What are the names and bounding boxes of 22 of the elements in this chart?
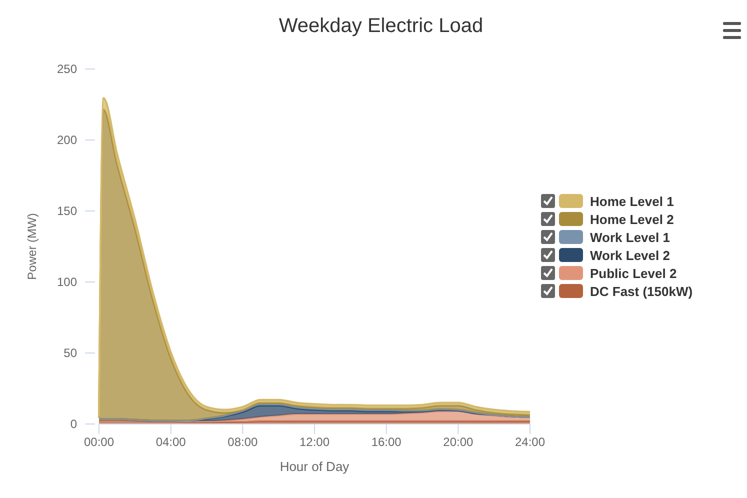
legend-label: Work Level 2 — [590, 248, 670, 263]
x-tick-label: 04:00 — [156, 435, 186, 449]
legend-label: Work Level 1 — [590, 230, 670, 245]
x-tick-label: 24:00 — [514, 435, 546, 449]
y-tick-label: 150 — [56, 204, 78, 218]
y-tick-label: 50 — [64, 346, 78, 360]
y-tick-label: 250 — [56, 62, 78, 76]
y-tick-label: 100 — [56, 275, 78, 289]
y-tick-label: 0 — [70, 417, 78, 431]
legend-label: DC Fast (150kW) — [590, 284, 693, 299]
x-tick-label: 00:00 — [84, 435, 114, 449]
y-tick-label: 200 — [56, 133, 78, 147]
legend-label: Home Level 1 — [590, 194, 674, 209]
chart-title: Weekday Electric Load — [278, 15, 484, 37]
x-axis-title: Hour of Day — [280, 459, 350, 474]
x-tick-label: 16:00 — [371, 435, 402, 449]
x-tick-label: 08:00 — [228, 435, 258, 449]
legend-label: Public Level 2 — [590, 266, 677, 281]
x-tick-label: 12:00 — [299, 435, 330, 449]
y-axis-title: Power (MW) — [25, 213, 39, 280]
x-tick-label: 20:00 — [443, 435, 474, 449]
legend-label: Home Level 2 — [590, 212, 674, 227]
